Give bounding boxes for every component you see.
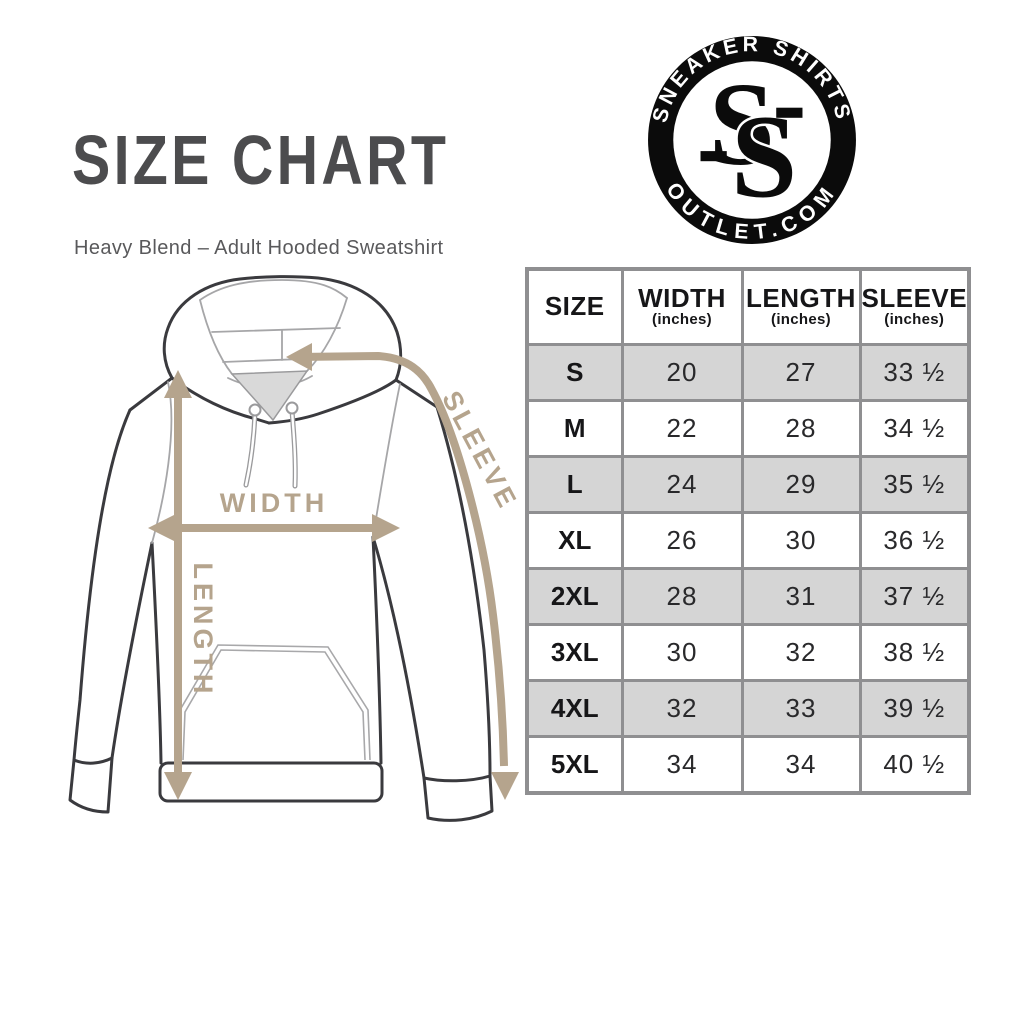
- table-row-4xl: 4XL 32 33 39 ½: [525, 679, 971, 738]
- table-row-5xl: 5XL 34 34 40 ½: [525, 735, 971, 795]
- logo-ss-monogram: S S: [700, 58, 803, 225]
- size-table: SIZE WIDTH (inches) LENGTH (inches) SLEE…: [525, 267, 971, 795]
- sleeve-arrow: [286, 343, 519, 800]
- size-table-header-row: SIZE WIDTH (inches) LENGTH (inches) SLEE…: [525, 267, 971, 346]
- page-title: SIZE CHART: [72, 121, 450, 199]
- length-arrow-label: LENGTH: [188, 563, 218, 698]
- neck-triangle: [230, 370, 309, 422]
- column-header-sleeve: SLEEVE (inches): [858, 267, 971, 346]
- monogram-s-left: S: [709, 58, 775, 190]
- width-arrow-label: WIDTH: [220, 488, 328, 518]
- table-row-3xl: 3XL 30 32 38 ½: [525, 623, 971, 682]
- monogram-bar-left: [700, 151, 727, 162]
- table-row-xl: XL 26 30 36 ½: [525, 511, 971, 570]
- hoodie-outline: [68, 275, 494, 822]
- table-row-l: L 24 29 35 ½: [525, 455, 971, 514]
- brand-logo: SNEAKER SHIRTS OUTLET.COM S S: [648, 33, 856, 244]
- table-row-2xl: 2XL 28 31 37 ½: [525, 567, 971, 626]
- column-header-size: SIZE: [525, 267, 624, 346]
- hoodie-diagram: WIDTH LENGTH SLEEVE: [68, 275, 520, 822]
- hoodie-inner-seams: [151, 279, 401, 544]
- table-row-m: M 22 28 34 ½: [525, 399, 971, 458]
- monogram-bar-right: [776, 107, 803, 118]
- width-arrow: [148, 514, 400, 542]
- table-row-s: S 20 27 33 ½: [525, 343, 971, 402]
- drawstrings: [243, 401, 299, 489]
- length-arrow: [164, 370, 192, 800]
- column-header-length: LENGTH (inches): [740, 267, 862, 346]
- logo-inner-disc: [673, 61, 831, 219]
- product-subtitle: Heavy Blend – Adult Hooded Sweatshirt: [74, 237, 444, 259]
- column-header-width: WIDTH (inches): [620, 267, 744, 346]
